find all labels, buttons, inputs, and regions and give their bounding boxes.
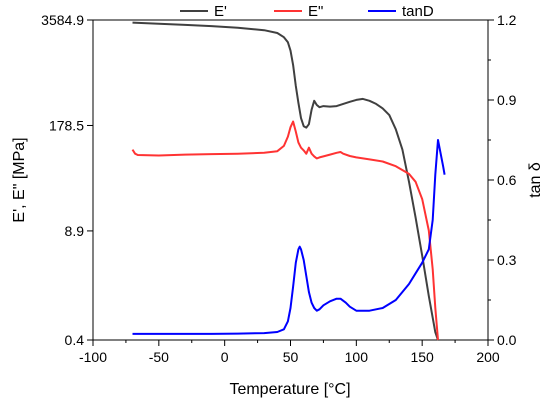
legend-label: E' (214, 3, 227, 20)
series-line-e-loss (131, 120, 439, 341)
series-layer (131, 21, 446, 341)
right-y-tick-label: 0.3 (497, 252, 517, 268)
x-tick-label: 100 (345, 349, 369, 365)
legend-label: tanD (402, 3, 434, 20)
right-y-axis: 0.0 0.3 0.6 0.9 1.2 (488, 12, 517, 348)
series-line-e-storage (132, 21, 439, 341)
right-y-tick-label: 0.0 (497, 332, 517, 348)
x-tick-label: 50 (283, 349, 299, 365)
x-axis-title: Temperature [°C] (229, 381, 350, 398)
x-tick-label: -100 (79, 349, 107, 365)
right-y-tick-label: 0.9 (497, 92, 517, 108)
series-line-tan-delta (132, 139, 446, 335)
x-tick-label: 200 (476, 349, 500, 365)
left-y-tick-label: 8.9 (65, 223, 85, 239)
x-tick-label: 150 (410, 349, 434, 365)
right-y-tick-label: 1.2 (497, 12, 517, 28)
left-y-tick-label: 0.4 (65, 332, 85, 348)
x-tick-label: 0 (221, 349, 229, 365)
right-y-tick-label: 0.6 (497, 172, 517, 188)
left-y-tick-label: 3584.9 (41, 12, 84, 28)
left-y-axis-title: E', E" [MPa] (11, 137, 28, 222)
x-tick-label: -50 (149, 349, 169, 365)
legend: E' E" tanD (180, 3, 434, 20)
right-y-axis-title: tan δ (527, 162, 544, 198)
legend-label: E" (308, 3, 323, 20)
left-y-axis: 0.4 8.9 178.5 3584.9 (41, 12, 93, 348)
x-axis: -100 -50 0 50 100 150 200 (79, 340, 500, 365)
left-y-tick-label: 178.5 (49, 117, 84, 133)
